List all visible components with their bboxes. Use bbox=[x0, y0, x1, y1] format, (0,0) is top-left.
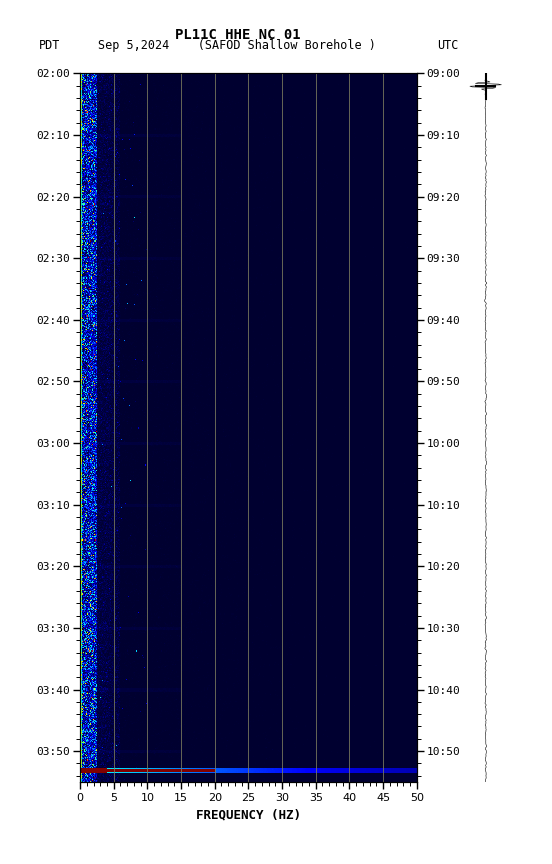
Text: UTC: UTC bbox=[437, 39, 458, 52]
Text: Sep 5,2024    (SAFOD Shallow Borehole ): Sep 5,2024 (SAFOD Shallow Borehole ) bbox=[98, 39, 376, 52]
Text: PDT: PDT bbox=[39, 39, 60, 52]
X-axis label: FREQUENCY (HZ): FREQUENCY (HZ) bbox=[196, 809, 301, 822]
Text: PL11C HHE NC 01: PL11C HHE NC 01 bbox=[174, 28, 300, 41]
